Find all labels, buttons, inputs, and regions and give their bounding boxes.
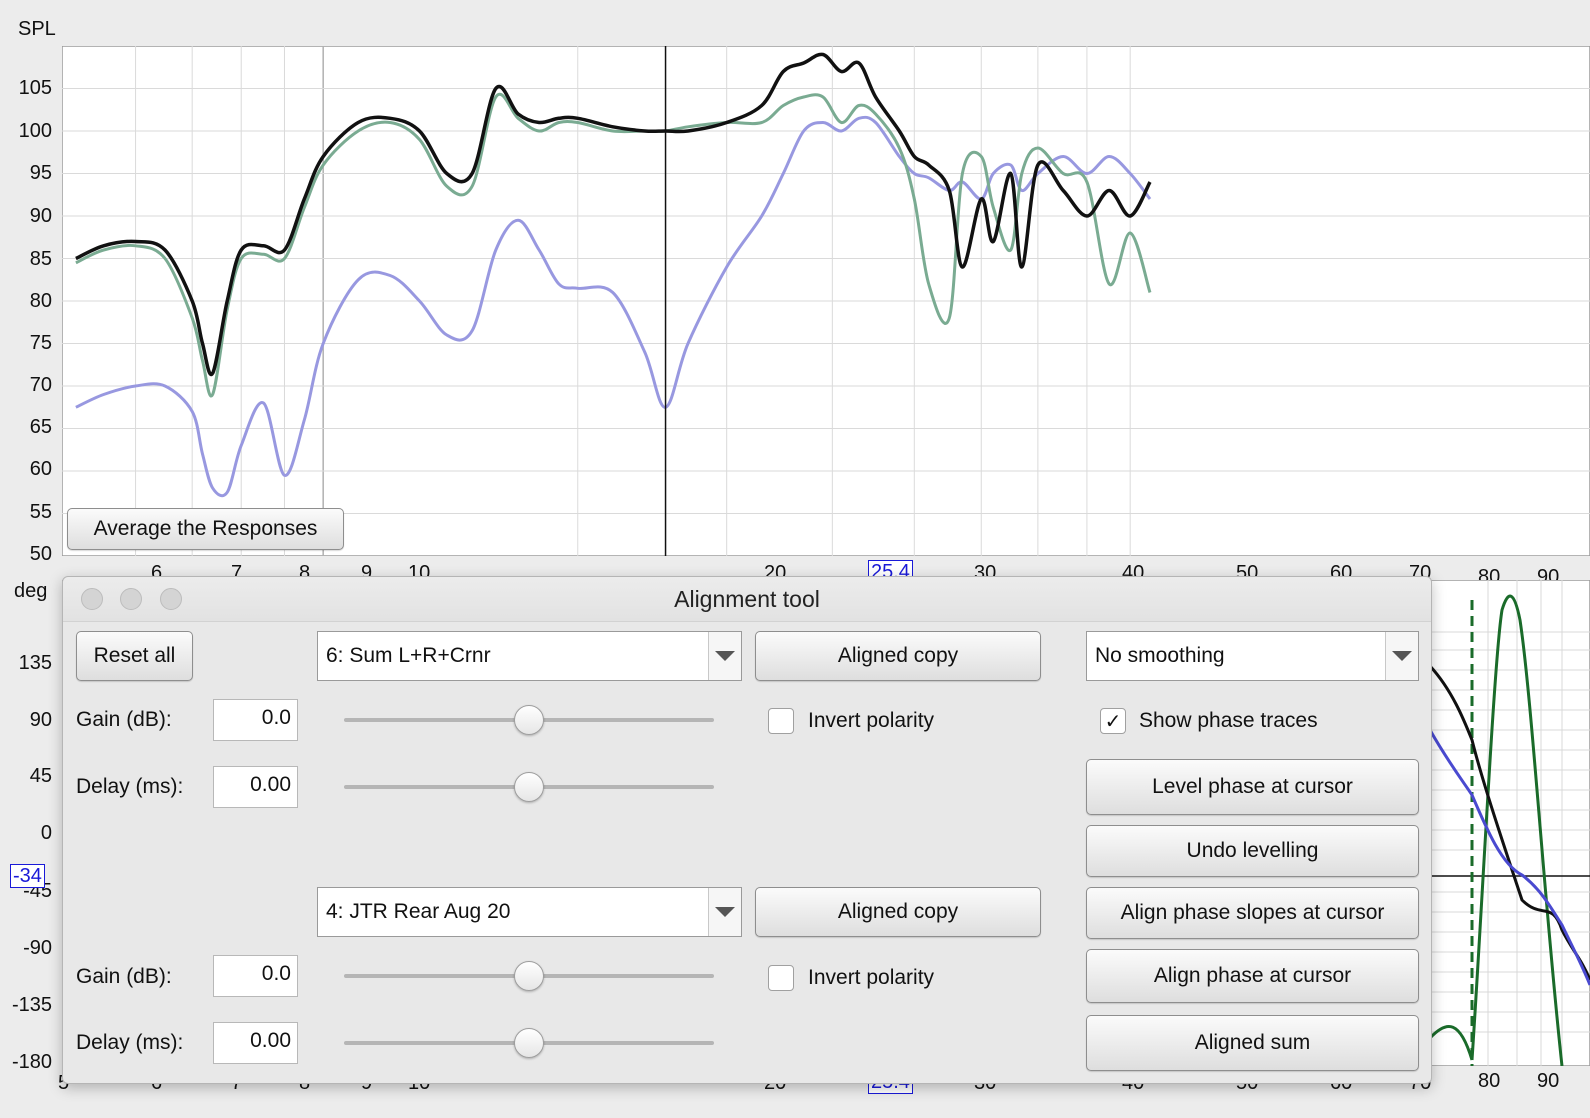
spl-ytick: 95 [29, 162, 52, 184]
delay-slider-1[interactable] [344, 772, 714, 802]
spl-xtick: 9 [361, 562, 373, 584]
delay-input-1[interactable]: 0.00 [213, 766, 298, 808]
average-responses-button[interactable]: Average the Responses [67, 508, 344, 550]
chevron-down-icon [708, 888, 741, 936]
spl-ytick: 100 [18, 120, 52, 142]
phase-ytick: -180 [11, 1051, 52, 1073]
aligned-copy-button-1[interactable]: Aligned copy [755, 631, 1041, 681]
invert-polarity-checkbox-2[interactable] [768, 965, 794, 991]
spl-xtick: 8 [299, 562, 311, 584]
invert-polarity-checkbox-1[interactable] [768, 708, 794, 734]
gain-slider-2-knob[interactable] [514, 961, 544, 991]
gain-label-1: Gain (dB): [76, 708, 172, 731]
delay-label-2: Delay (ms): [76, 1031, 184, 1054]
spl-xtick: 7 [231, 562, 243, 584]
spl-ytick: 60 [29, 458, 52, 480]
phase-trace-black [1428, 664, 1590, 981]
gain-slider-1-knob[interactable] [514, 705, 544, 735]
delay-slider-2[interactable] [344, 1028, 714, 1058]
measurement1-selected: 6: Sum L+R+Crnr [326, 644, 491, 667]
invert-polarity-label-2: Invert polarity [808, 966, 935, 989]
dialog-title-bar[interactable]: Alignment tool [63, 577, 1431, 622]
window-close-button[interactable] [81, 588, 103, 610]
spl-ytick: 70 [29, 374, 52, 396]
phase-ytick: -135 [11, 994, 52, 1016]
dialog-title: Alignment tool [674, 586, 820, 612]
delay-slider-2-knob[interactable] [514, 1028, 544, 1058]
phase-trace-blue [1428, 729, 1590, 986]
smoothing-select[interactable]: No smoothing [1086, 631, 1419, 681]
spl-xtick: 6 [151, 562, 163, 584]
spl-ytick: 85 [29, 248, 52, 270]
phase-cursor-value-tag: -34 [10, 864, 45, 888]
undo-levelling-button[interactable]: Undo levelling [1086, 825, 1419, 877]
spl-ytick: 50 [29, 543, 52, 565]
measurement2-selected: 4: JTR Rear Aug 20 [326, 900, 511, 923]
aligned-copy-button-2[interactable]: Aligned copy [755, 887, 1041, 937]
show-phase-traces-checkbox[interactable]: ✓ [1100, 708, 1126, 734]
phase-xtick: 90 [1537, 1070, 1560, 1092]
gain-slider-2[interactable] [344, 961, 714, 991]
delay-slider-1-knob[interactable] [514, 772, 544, 802]
align-phase-slopes-button[interactable]: Align phase slopes at cursor [1086, 887, 1419, 939]
gain-slider-1[interactable] [344, 705, 714, 735]
gain-label-2: Gain (dB): [76, 965, 172, 988]
reset-all-button[interactable]: Reset all [76, 631, 193, 681]
chevron-down-icon [1385, 632, 1418, 680]
aligned-sum-button[interactable]: Aligned sum [1086, 1015, 1419, 1071]
window-zoom-button[interactable] [160, 588, 182, 610]
gain-input-2[interactable]: 0.0 [213, 955, 298, 997]
spl-ytick: 105 [18, 77, 52, 99]
spl-ytick: 90 [29, 205, 52, 227]
spl-plot-area[interactable] [62, 46, 1590, 556]
gain-input-1[interactable]: 0.0 [213, 699, 298, 741]
invert-polarity-label-1: Invert polarity [808, 709, 935, 732]
checkmark-icon: ✓ [1104, 710, 1122, 733]
chevron-down-icon [708, 632, 741, 680]
phase-ytick: 135 [18, 652, 52, 674]
spl-axis-label: SPL [18, 18, 56, 40]
phase-ytick: 0 [40, 822, 52, 844]
alignment-tool-dialog: Alignment tool Reset all 6: Sum L+R+Crnr… [62, 576, 1432, 1084]
phase-ytick: 90 [29, 709, 52, 731]
phase-ytick: -90 [23, 937, 52, 959]
spl-ytick: 80 [29, 290, 52, 312]
spl-ytick: 65 [29, 416, 52, 438]
show-phase-traces-label: Show phase traces [1139, 709, 1318, 732]
delay-input-2[interactable]: 0.00 [213, 1022, 298, 1064]
phase-xtick: 5 [58, 1072, 70, 1094]
phase-trace-green-low [1428, 1025, 1474, 1061]
spl-ytick: 55 [29, 501, 52, 523]
spl-ytick: 75 [29, 332, 52, 354]
phase-ytick: 45 [29, 765, 52, 787]
phase-axis-label: deg [14, 580, 48, 602]
phase-xtick: 80 [1478, 1070, 1501, 1092]
smoothing-selected: No smoothing [1095, 644, 1225, 667]
level-phase-at-cursor-button[interactable]: Level phase at cursor [1086, 759, 1419, 815]
align-phase-at-cursor-button[interactable]: Align phase at cursor [1086, 949, 1419, 1003]
phase-trace-green [1470, 594, 1564, 1066]
measurement1-select[interactable]: 6: Sum L+R+Crnr [317, 631, 742, 681]
delay-label-1: Delay (ms): [76, 775, 184, 798]
measurement2-select[interactable]: 4: JTR Rear Aug 20 [317, 887, 742, 937]
window-minimize-button[interactable] [120, 588, 142, 610]
